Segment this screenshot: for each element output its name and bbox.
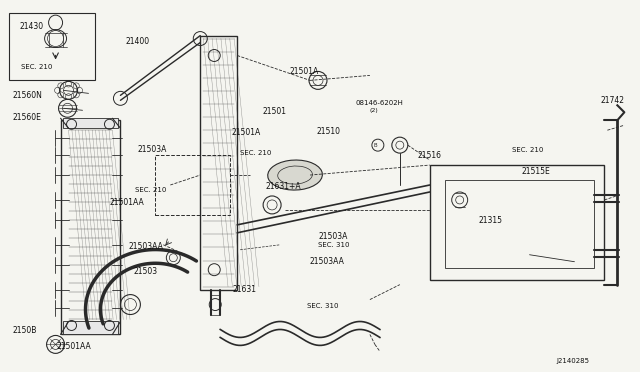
- Text: 21503: 21503: [134, 267, 157, 276]
- Bar: [200, 36, 237, 290]
- Text: 21742: 21742: [601, 96, 625, 105]
- Text: SEC. 310: SEC. 310: [318, 241, 349, 247]
- Text: 2150B: 2150B: [12, 326, 36, 335]
- Text: 21503AA: 21503AA: [309, 257, 344, 266]
- Bar: [63, 321, 118, 334]
- Text: SEC. 210: SEC. 210: [511, 147, 543, 153]
- Text: 21503A: 21503A: [318, 231, 348, 241]
- Text: 21631: 21631: [232, 285, 257, 294]
- Text: SEC. 210: SEC. 210: [240, 150, 271, 155]
- Text: (2): (2): [370, 108, 379, 112]
- Text: 08146-6202H: 08146-6202H: [356, 100, 404, 106]
- Text: 21400: 21400: [125, 37, 149, 46]
- Text: 21501AA: 21501AA: [109, 198, 144, 207]
- Text: 21516: 21516: [417, 151, 441, 160]
- Text: SEC. 210: SEC. 210: [135, 187, 166, 193]
- Text: 21501: 21501: [262, 108, 287, 116]
- Text: 21501AA: 21501AA: [57, 341, 92, 350]
- Text: 21501A: 21501A: [289, 67, 319, 76]
- Bar: [61, 120, 120, 334]
- Text: 21430: 21430: [20, 22, 44, 31]
- Text: SEC. 210: SEC. 210: [21, 64, 52, 70]
- Text: SEC. 310: SEC. 310: [307, 304, 339, 310]
- Text: 21560N: 21560N: [12, 91, 42, 100]
- Text: 21631+A: 21631+A: [266, 182, 301, 191]
- Text: J2140285: J2140285: [556, 358, 589, 364]
- Bar: [63, 118, 118, 128]
- Text: 21501A: 21501A: [232, 128, 261, 137]
- Text: 21503A: 21503A: [138, 145, 168, 154]
- Bar: [430, 165, 604, 280]
- Text: 21315: 21315: [478, 216, 502, 225]
- Bar: [445, 180, 595, 268]
- Text: 21515E: 21515E: [521, 167, 550, 176]
- Ellipse shape: [268, 160, 323, 190]
- Text: B: B: [373, 142, 377, 148]
- Text: 21510: 21510: [317, 126, 341, 136]
- Text: 21560E: 21560E: [12, 113, 41, 122]
- Bar: [9, 13, 95, 80]
- Text: 21503AA: 21503AA: [129, 241, 163, 250]
- Bar: [156, 155, 230, 215]
